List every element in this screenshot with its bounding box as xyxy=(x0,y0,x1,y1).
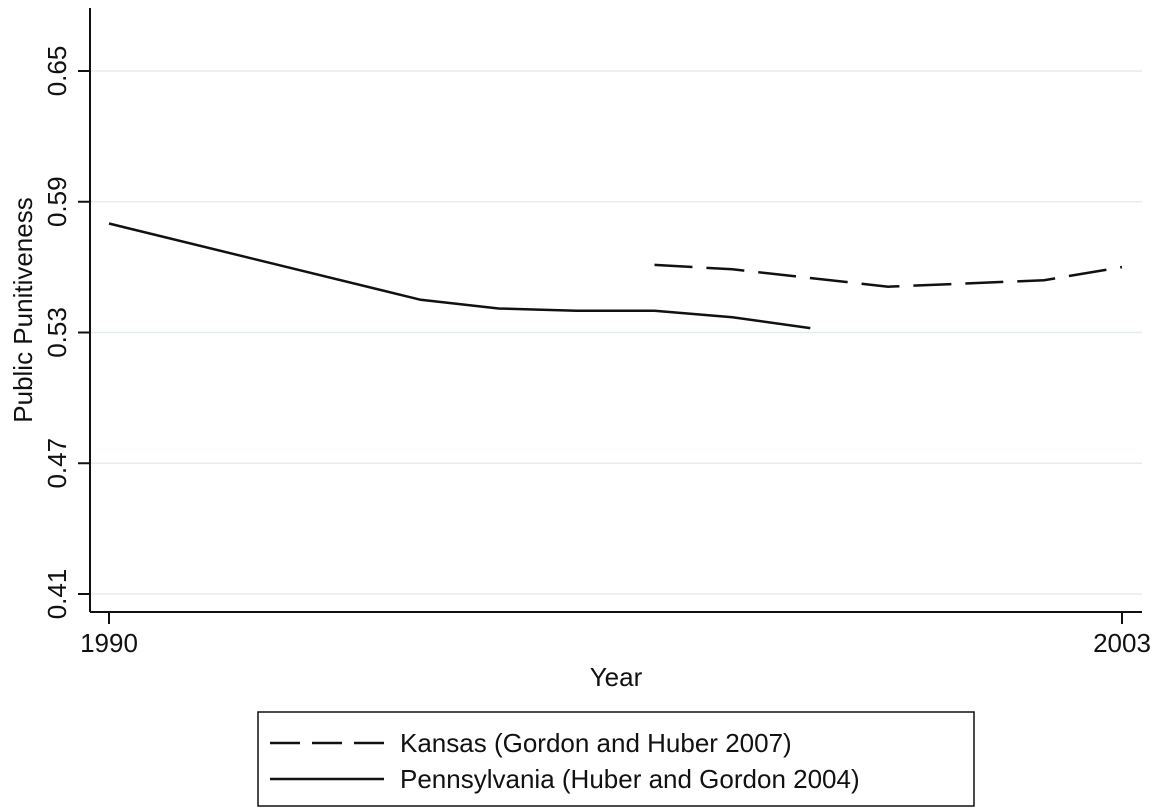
legend-box xyxy=(257,711,975,807)
legend: Kansas (Gordon and Huber 2007) Pennsylvan… xyxy=(257,711,975,807)
y-tick-label: 0.65 xyxy=(42,46,72,97)
series-lines xyxy=(108,222,1123,330)
y-tick-label: 0.41 xyxy=(42,569,72,620)
x-axis-title: Year xyxy=(590,662,643,692)
legend-label-1: Pennsylvania (Huber and Gordon 2004) xyxy=(400,764,860,794)
series-line-0 xyxy=(654,263,1123,288)
y-axis-title: Public Punitiveness xyxy=(8,197,38,422)
series-line-1 xyxy=(108,222,811,330)
y-axis-ticks: 0.41 0.47 0.53 0.59 0.65 xyxy=(42,46,90,620)
x-axis-ticks: 1990 2003 xyxy=(80,612,1151,658)
axes xyxy=(89,8,1142,613)
y-tick-label: 0.59 xyxy=(42,176,72,227)
x-tick-label: 2003 xyxy=(1093,628,1151,658)
x-tick-label: 1990 xyxy=(80,628,138,658)
y-tick-label: 0.47 xyxy=(42,438,72,489)
legend-label-0: Kansas (Gordon and Huber 2007) xyxy=(400,728,792,758)
y-tick-label: 0.53 xyxy=(42,307,72,358)
grid-lines xyxy=(90,70,1142,595)
